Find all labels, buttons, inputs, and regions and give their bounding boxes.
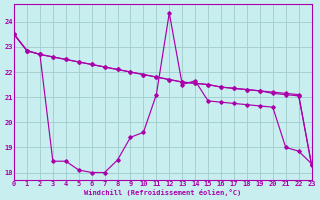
X-axis label: Windchill (Refroidissement éolien,°C): Windchill (Refroidissement éolien,°C) — [84, 189, 242, 196]
